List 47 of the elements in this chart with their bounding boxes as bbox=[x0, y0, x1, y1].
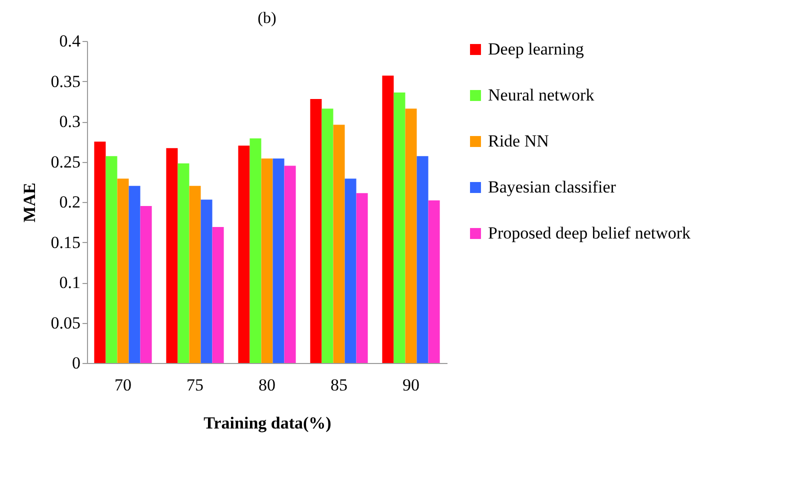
y-axis-title: MAE bbox=[20, 182, 39, 222]
legend-label: Proposed deep belief network bbox=[488, 224, 692, 242]
y-tick-label: 0.1 bbox=[59, 273, 80, 292]
y-tick-label: 0.35 bbox=[50, 72, 80, 91]
bar bbox=[166, 148, 178, 363]
bar bbox=[405, 108, 417, 363]
bar bbox=[272, 158, 284, 363]
y-tick-label: 0.05 bbox=[50, 313, 80, 332]
bar bbox=[238, 146, 250, 363]
y-tick-label: 0.25 bbox=[50, 152, 80, 172]
bar bbox=[394, 92, 406, 363]
x-tick-label: 75 bbox=[186, 376, 204, 394]
y-tick-label: 0.3 bbox=[59, 112, 80, 131]
y-tick-label: 0.15 bbox=[50, 232, 80, 252]
x-tick-label: 80 bbox=[258, 376, 276, 394]
bar bbox=[284, 166, 296, 363]
x-tick-label: 70 bbox=[114, 376, 132, 394]
bar bbox=[128, 186, 140, 363]
bar bbox=[106, 156, 118, 363]
chart-title: (b) bbox=[258, 10, 276, 27]
bar bbox=[344, 178, 356, 363]
bar bbox=[94, 142, 106, 363]
legend-label: Bayesian classifier bbox=[488, 178, 616, 196]
x-tick-label: 90 bbox=[402, 376, 420, 394]
bar bbox=[117, 178, 129, 363]
bar bbox=[333, 124, 345, 363]
x-axis-title: Training data(%) bbox=[204, 414, 332, 432]
bar bbox=[382, 76, 394, 363]
y-tick-label: 0.2 bbox=[59, 192, 80, 212]
bar bbox=[200, 200, 212, 363]
bar bbox=[322, 108, 334, 363]
bar bbox=[261, 158, 273, 363]
bar bbox=[178, 163, 190, 363]
bar bbox=[250, 138, 262, 363]
legend-label: Ride NN bbox=[488, 132, 549, 150]
y-tick-label: 0 bbox=[72, 354, 80, 372]
bar bbox=[212, 226, 224, 363]
x-tick-label: 85 bbox=[330, 376, 348, 394]
legend-label: Deep learning bbox=[488, 40, 584, 58]
y-tick-label: 0.4 bbox=[59, 32, 81, 50]
bar bbox=[356, 193, 368, 363]
bar bbox=[140, 206, 152, 363]
bar bbox=[428, 200, 440, 363]
bar bbox=[416, 156, 428, 363]
legend-label: Neural network bbox=[488, 86, 595, 104]
bar bbox=[189, 186, 201, 363]
bar bbox=[310, 98, 322, 363]
